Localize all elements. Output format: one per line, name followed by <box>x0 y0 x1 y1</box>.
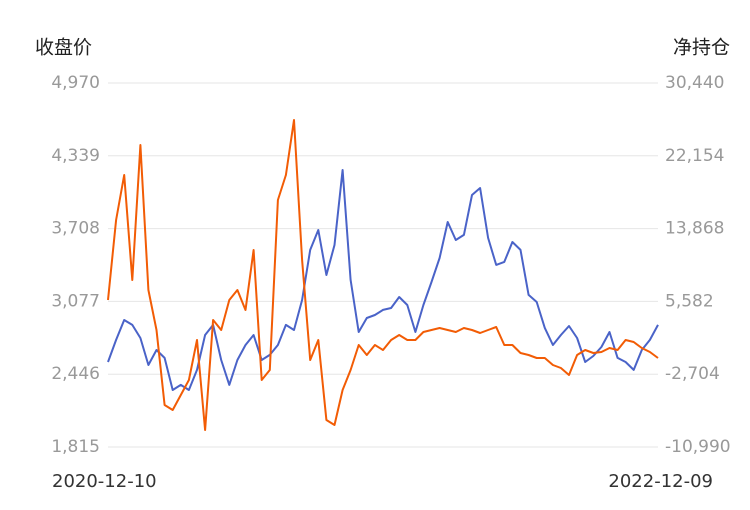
y2-tick-label: 30,440 <box>665 73 724 93</box>
y-tick-label: 3,077 <box>51 291 100 311</box>
y2-tick-label: 22,154 <box>665 146 724 166</box>
x-tick-label: 2022-12-09 <box>608 471 713 492</box>
y2-tick-label: 5,582 <box>665 291 714 311</box>
y-tick-label: 3,708 <box>51 219 100 239</box>
y-tick-label: 4,339 <box>51 146 100 166</box>
y-tick-label: 2,446 <box>51 364 100 384</box>
y2-axis-title: 净持仓 <box>673 37 730 59</box>
y2-tick-label: 13,868 <box>665 219 724 239</box>
y2-tick-label: -10,990 <box>665 437 731 457</box>
y-tick-label: 4,970 <box>51 73 100 93</box>
y-tick-label: 1,815 <box>51 437 100 457</box>
y-axis-title: 收盘价 <box>35 37 92 59</box>
y2-tick-label: -2,704 <box>665 364 720 384</box>
series-line <box>107 119 659 431</box>
series-line <box>107 169 659 391</box>
x-tick-label: 2020-12-10 <box>52 471 157 492</box>
